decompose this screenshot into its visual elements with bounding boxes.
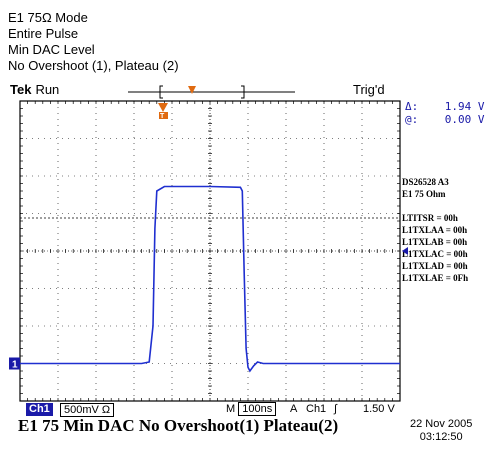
cursor-delta-readout: Δ: 1.94 V [405,100,485,113]
trigger-position-icon [158,103,168,112]
timestamp: 22 Nov 2005 03:12:50 [410,418,473,443]
record-bracket-left [159,85,163,99]
mode-label: E1 75 Ohm [402,189,446,199]
graticule [19,100,401,402]
register-l1txlac: L1TXLAC = 00h [402,249,468,259]
trigger-position-small-icon [188,86,196,94]
header-line-2: Entire Pulse [8,26,79,41]
cursor-at-readout: @: 0.00 V [405,113,485,126]
trigger-position-icon-base [159,112,168,119]
markers: 1T [9,103,408,371]
ch1-badge: Ch1 [26,403,53,416]
scope-settings-bar: Ch1 500mV Ω M 100ns A Ch1 ∫ 1.50 V [8,402,403,418]
register-l1txlaa: L1TXLAA = 00h [402,225,468,235]
register-l1txlae: L1TXLAE = 0Fh [402,273,469,283]
header-line-3: Min DAC Level [8,42,95,57]
header-line-4: No Overshoot (1), Plateau (2) [8,58,179,73]
ch1-volts-per-div: 500mV Ω [60,403,115,417]
device-label: DS26528 A3 [402,177,449,187]
ground-marker-label: 1 [12,360,18,371]
trigger-source: Ch1 [306,403,327,415]
register-l1txlab: L1TXLAB = 00h [402,237,468,247]
register-l1txlad: L1TXLAD = 00h [402,261,468,271]
trigger-mode: A [290,403,298,415]
trigger-level-arrow-icon [402,247,408,255]
record-bracket-right [241,85,245,99]
tek-logo: Tek Run [10,82,60,97]
ch1-waveform-trace [20,185,400,373]
trigger-position-label: T [160,113,165,120]
trigger-status: Trig'd [353,82,385,97]
header-line-1: E1 75Ω Mode [8,10,88,25]
timebase-label: M 100ns [226,402,277,416]
register-ltitsr: LTITSR = 00h [402,213,458,223]
record-view-bar [128,85,295,99]
ground-marker-icon [9,357,20,370]
trigger-level: 1.50 V [363,403,395,415]
chart-caption: E1 75 Min DAC No Overshoot(1) Plateau(2) [18,416,339,435]
scope-status-bar: Tek Run Trig'd [8,82,413,100]
trigger-slope-icon: ∫ [334,403,338,415]
